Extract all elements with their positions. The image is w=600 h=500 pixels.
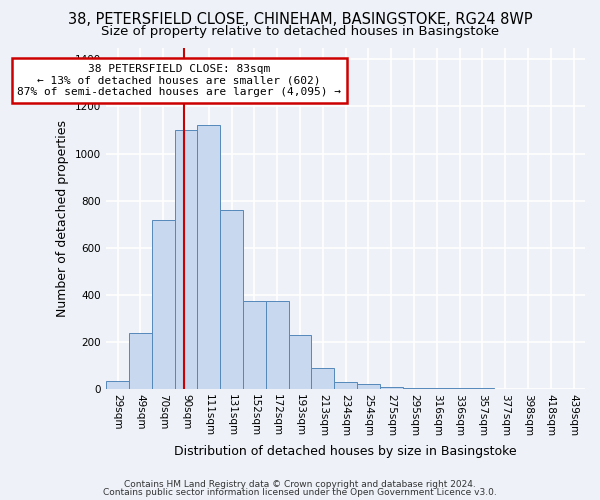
Text: Contains HM Land Registry data © Crown copyright and database right 2024.: Contains HM Land Registry data © Crown c…	[124, 480, 476, 489]
Bar	[403, 388, 425, 389]
Bar	[106, 381, 129, 389]
Bar	[266, 301, 289, 389]
Bar	[311, 368, 334, 389]
Text: Contains public sector information licensed under the Open Government Licence v3: Contains public sector information licen…	[103, 488, 497, 497]
Bar	[243, 301, 266, 389]
Bar	[334, 382, 357, 389]
Bar	[425, 388, 448, 389]
X-axis label: Distribution of detached houses by size in Basingstoke: Distribution of detached houses by size …	[174, 444, 517, 458]
Bar	[357, 384, 380, 389]
Bar	[197, 126, 220, 389]
Bar	[448, 388, 471, 389]
Bar	[471, 388, 494, 389]
Bar	[289, 335, 311, 389]
Text: 38, PETERSFIELD CLOSE, CHINEHAM, BASINGSTOKE, RG24 8WP: 38, PETERSFIELD CLOSE, CHINEHAM, BASINGS…	[68, 12, 532, 28]
Bar	[129, 332, 152, 389]
Bar	[175, 130, 197, 389]
Text: Size of property relative to detached houses in Basingstoke: Size of property relative to detached ho…	[101, 25, 499, 38]
Bar	[380, 387, 403, 389]
Y-axis label: Number of detached properties: Number of detached properties	[56, 120, 70, 317]
Bar	[220, 210, 243, 389]
Bar	[152, 220, 175, 389]
Text: 38 PETERSFIELD CLOSE: 83sqm
← 13% of detached houses are smaller (602)
87% of se: 38 PETERSFIELD CLOSE: 83sqm ← 13% of det…	[17, 64, 341, 97]
